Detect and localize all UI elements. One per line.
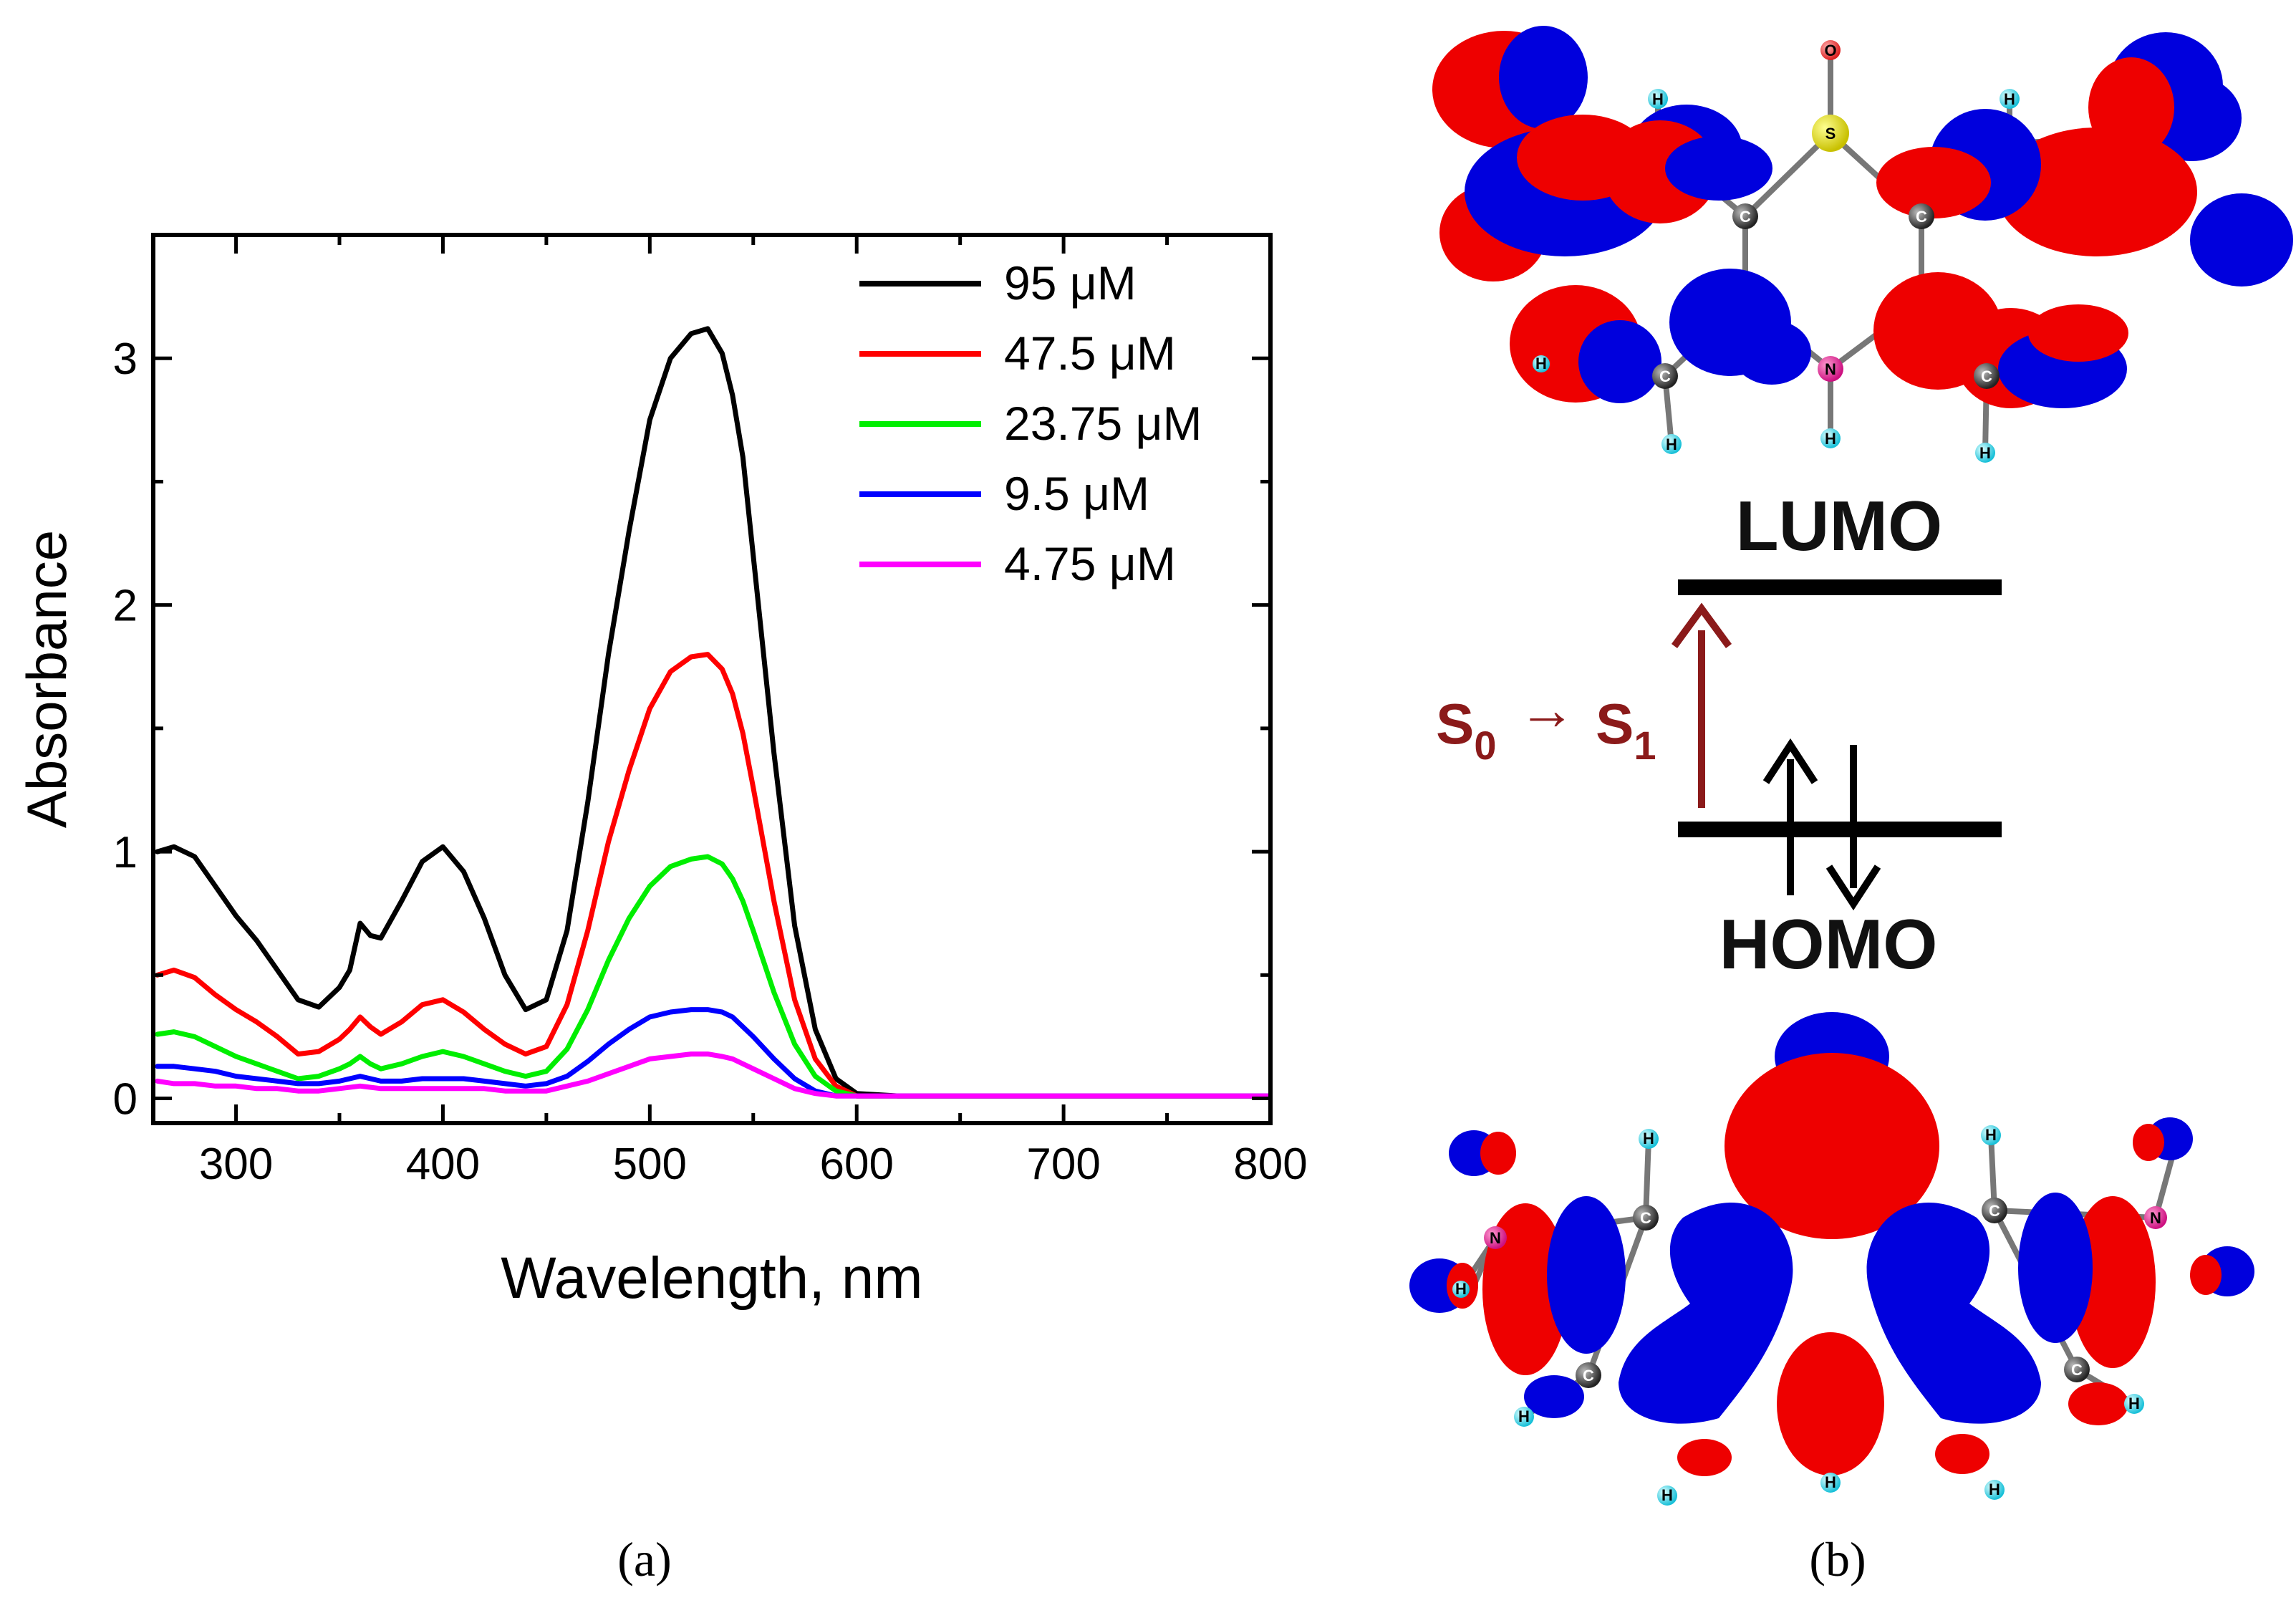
transition-s1-main: S <box>1596 692 1634 756</box>
atom-label: H <box>1518 1407 1530 1425</box>
electron-spin-up <box>1762 738 1818 895</box>
transition-s1-sub: 1 <box>1634 723 1656 768</box>
x-tick-label: 500 <box>613 1140 687 1189</box>
atom-label: C <box>2071 1361 2083 1379</box>
x-tick-label: 700 <box>1026 1140 1100 1189</box>
series-line-1 <box>155 652 1270 1099</box>
atom-label: N <box>2150 1209 2161 1227</box>
homo-atoms: N N C C C C H H H H H H H H <box>1452 1125 2167 1506</box>
lumo-label: LUMO <box>1736 486 1943 565</box>
homo-label: HOMO <box>1719 905 1938 983</box>
plot-frame <box>151 233 1273 1125</box>
series-line-4 <box>155 1051 1270 1099</box>
atom-label: C <box>1659 367 1671 385</box>
atom-label: N <box>1490 1229 1501 1247</box>
x-axis-label: Wavelength, nm <box>501 1246 922 1311</box>
atom-label: C <box>1916 208 1927 226</box>
atom-label: H <box>1652 90 1664 108</box>
excitation-arrow <box>1671 602 1732 808</box>
transition-arrow-glyph: → <box>1518 678 1576 741</box>
atom-label: O <box>1824 42 1836 59</box>
y-tick-label: 2 <box>113 582 138 631</box>
y-tick-label: 3 <box>113 334 138 384</box>
atom-label: C <box>1740 208 1751 226</box>
electron-spin-down <box>1825 745 1881 911</box>
orbital-diagram: O S C C N C C H H H H H H LUMO HOMO <box>1409 26 2293 1586</box>
lumo-lobes <box>1432 26 2293 408</box>
atom-label: H <box>1661 1486 1673 1504</box>
lumo-atoms: O S C C N C C H H H H H H <box>1533 40 2020 463</box>
atom-label: H <box>1643 1130 1654 1147</box>
x-tick-label: 600 <box>819 1140 893 1189</box>
transition-s0: S0 <box>1436 692 1497 768</box>
atom-label: C <box>1981 367 1992 385</box>
panel-a-label: (a) <box>617 1532 671 1586</box>
y-axis-label: Absorbance <box>15 530 78 828</box>
transition-s1: S1 <box>1596 692 1656 768</box>
atom-label: N <box>1825 360 1836 378</box>
absorbance-chart: 300 400 500 600 700 800 0 1 2 3 Absorbance Wavele… <box>15 233 1308 1586</box>
atom-label: H <box>1666 435 1677 453</box>
x-tick-label: 400 <box>406 1140 480 1189</box>
series-line-2 <box>155 854 1270 1099</box>
atom-label: C <box>1989 1202 2000 1220</box>
legend-label: 47.5 μM <box>1004 327 1176 380</box>
x-tick-label: 300 <box>199 1140 273 1189</box>
atom-label: C <box>1583 1367 1594 1385</box>
atom-label: H <box>1455 1280 1467 1298</box>
transition-s0-sub: 0 <box>1474 723 1496 768</box>
atom-label: C <box>1640 1209 1651 1227</box>
series-layer <box>155 326 1270 1099</box>
y-tick-label: 0 <box>113 1075 138 1125</box>
homo-lobes <box>1409 1012 2254 1476</box>
atom-label: H <box>1825 1473 1836 1491</box>
atom-label: H <box>1989 1480 2000 1498</box>
legend-label: 4.75 μM <box>1004 537 1176 590</box>
atom-label: H <box>2128 1395 2140 1412</box>
atom-label: H <box>1825 430 1836 448</box>
series-line-0 <box>155 326 1270 1099</box>
lumo-orbital: O S C C N C C H H H H H H <box>1432 26 2293 463</box>
y-tick-label: 1 <box>113 828 138 877</box>
atom-label: H <box>1979 444 1991 462</box>
transition-s0-main: S <box>1436 692 1474 756</box>
atom-label: H <box>1985 1126 1997 1144</box>
panel-b-label: (b) <box>1809 1532 1866 1586</box>
homo-orbital: N N C C C C H H H H H H H H <box>1409 1012 2254 1506</box>
ticks-layer: 300 400 500 600 700 800 0 1 2 3 <box>113 233 1308 1189</box>
chart-legend: 95 μM 47.5 μM 23.75 μM 9.5 μM 4.75 μM <box>859 256 1202 590</box>
atom-label: H <box>2004 90 2015 108</box>
atom-label: H <box>1535 355 1547 372</box>
transition-label: S0 → S1 <box>1436 678 1656 768</box>
atom-label: S <box>1825 125 1836 143</box>
legend-label: 95 μM <box>1004 256 1137 309</box>
legend-label: 9.5 μM <box>1004 467 1149 520</box>
legend-label: 23.75 μM <box>1004 397 1202 450</box>
x-tick-label: 800 <box>1233 1140 1307 1189</box>
